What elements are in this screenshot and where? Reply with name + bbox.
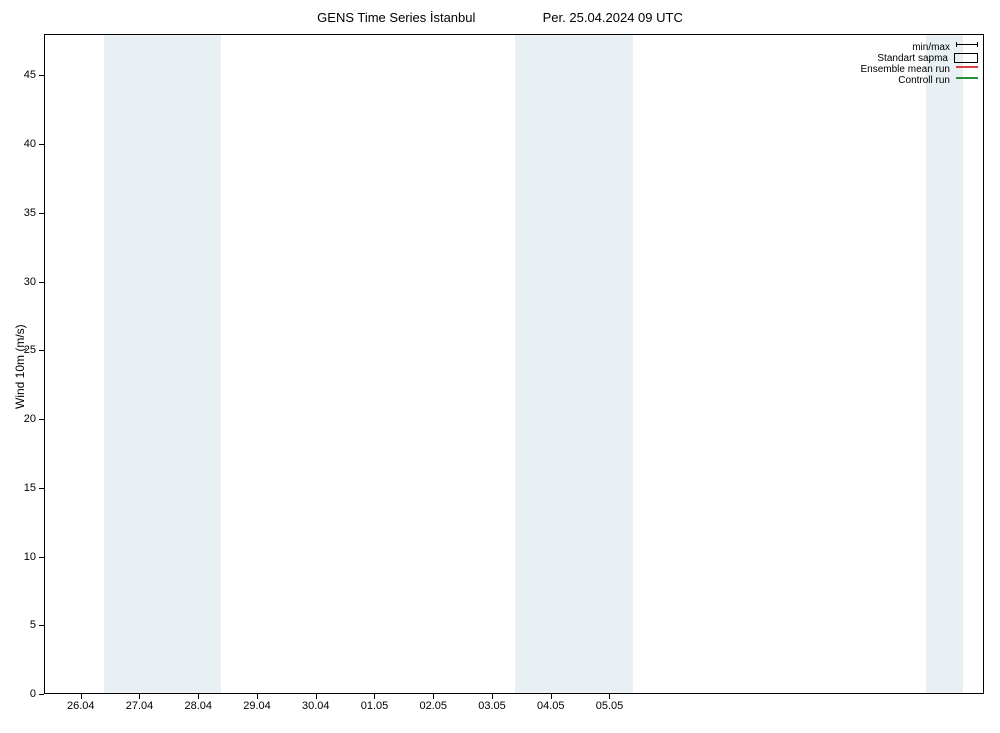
x-tick-mark bbox=[551, 694, 552, 699]
y-tick-label: 0 bbox=[14, 688, 36, 700]
title-right: Per. 25.04.2024 09 UTC bbox=[543, 10, 683, 25]
chart-container: GENS Time Series İstanbul Per. 25.04.202… bbox=[0, 0, 1000, 733]
x-tick-label: 02.05 bbox=[419, 700, 447, 712]
y-axis-label: Wind 10m (m/s) bbox=[13, 324, 27, 409]
x-tick-mark bbox=[433, 694, 434, 699]
legend-item: Ensemble mean run bbox=[861, 64, 979, 75]
x-tick-mark bbox=[257, 694, 258, 699]
legend-label: min/max bbox=[912, 42, 950, 53]
legend-label: Ensemble mean run bbox=[861, 64, 951, 75]
x-tick-mark bbox=[609, 694, 610, 699]
x-tick-label: 01.05 bbox=[361, 700, 389, 712]
x-tick-label: 04.05 bbox=[537, 700, 565, 712]
y-tick-label: 10 bbox=[14, 551, 36, 563]
y-tick-label: 25 bbox=[14, 344, 36, 356]
legend-swatch bbox=[954, 53, 978, 63]
y-tick-mark bbox=[39, 75, 44, 76]
y-tick-label: 15 bbox=[14, 482, 36, 494]
y-tick-mark bbox=[39, 557, 44, 558]
y-tick-label: 20 bbox=[14, 413, 36, 425]
x-tick-label: 29.04 bbox=[243, 700, 271, 712]
y-tick-label: 35 bbox=[14, 207, 36, 219]
weekend-shade bbox=[104, 35, 163, 693]
y-tick-label: 45 bbox=[14, 69, 36, 81]
chart-title: GENS Time Series İstanbul Per. 25.04.202… bbox=[0, 10, 1000, 25]
x-tick-mark bbox=[81, 694, 82, 699]
y-tick-mark bbox=[39, 144, 44, 145]
x-tick-label: 28.04 bbox=[184, 700, 212, 712]
x-tick-mark bbox=[316, 694, 317, 699]
y-tick-mark bbox=[39, 350, 44, 351]
x-tick-label: 30.04 bbox=[302, 700, 330, 712]
y-tick-mark bbox=[39, 282, 44, 283]
legend-label: Controll run bbox=[898, 75, 950, 86]
y-tick-mark bbox=[39, 419, 44, 420]
legend-swatch bbox=[956, 44, 978, 46]
weekend-shade bbox=[515, 35, 574, 693]
x-tick-mark bbox=[139, 694, 140, 699]
legend-label: Standart sapma bbox=[877, 53, 948, 64]
x-tick-mark bbox=[374, 694, 375, 699]
y-tick-mark bbox=[39, 488, 44, 489]
plot-area bbox=[44, 34, 984, 694]
x-tick-mark bbox=[492, 694, 493, 699]
x-tick-label: 05.05 bbox=[596, 700, 624, 712]
x-tick-label: 03.05 bbox=[478, 700, 506, 712]
legend-swatch bbox=[956, 66, 978, 69]
weekend-shade bbox=[574, 35, 633, 693]
legend-item: Controll run bbox=[861, 75, 979, 86]
x-tick-mark bbox=[198, 694, 199, 699]
y-tick-label: 40 bbox=[14, 138, 36, 150]
y-tick-mark bbox=[39, 213, 44, 214]
y-tick-mark bbox=[39, 694, 44, 695]
title-left: GENS Time Series İstanbul bbox=[317, 10, 475, 25]
y-tick-mark bbox=[39, 625, 44, 626]
legend-item: Standart sapma bbox=[861, 53, 979, 64]
legend-item: min/max bbox=[861, 42, 979, 53]
legend-swatch bbox=[956, 77, 978, 80]
weekend-shade bbox=[163, 35, 222, 693]
x-tick-label: 26.04 bbox=[67, 700, 95, 712]
y-tick-label: 30 bbox=[14, 276, 36, 288]
legend: min/maxStandart sapmaEnsemble mean runCo… bbox=[857, 40, 983, 88]
x-tick-label: 27.04 bbox=[126, 700, 154, 712]
weekend-shade bbox=[926, 35, 963, 693]
y-tick-label: 5 bbox=[14, 619, 36, 631]
